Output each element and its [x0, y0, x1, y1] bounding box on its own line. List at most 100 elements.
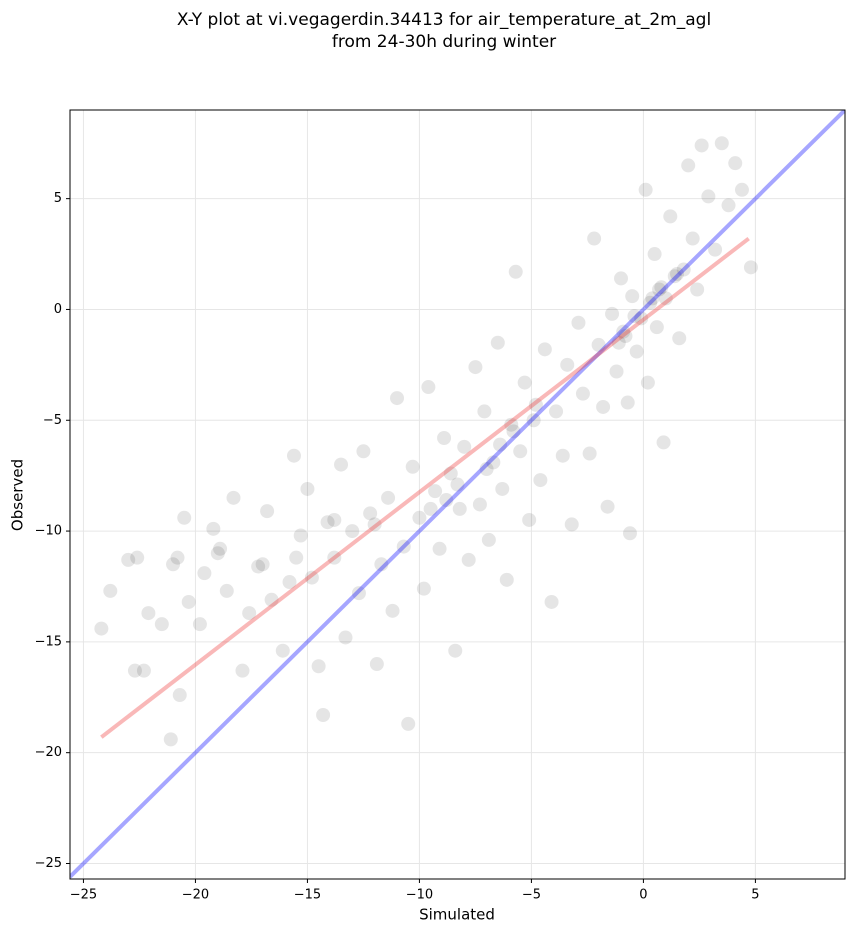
point	[537, 342, 552, 357]
point	[638, 182, 653, 197]
point	[575, 386, 590, 401]
point	[242, 606, 257, 621]
y-tick-label: −15	[35, 634, 62, 649]
point	[345, 524, 360, 539]
point	[734, 182, 749, 197]
point	[560, 357, 575, 372]
point	[622, 526, 637, 541]
point	[743, 260, 758, 275]
point	[681, 158, 696, 173]
point	[656, 435, 671, 450]
point	[611, 335, 626, 350]
point	[369, 657, 384, 672]
point	[728, 156, 743, 171]
point	[663, 209, 678, 224]
point	[219, 583, 234, 598]
point	[643, 295, 658, 310]
fit-line	[100, 236, 750, 739]
point	[251, 559, 266, 574]
point	[136, 663, 151, 678]
point	[605, 306, 620, 321]
point	[396, 539, 411, 554]
point	[513, 444, 528, 459]
point	[304, 570, 319, 585]
point	[275, 643, 290, 658]
point	[627, 309, 642, 324]
point	[564, 517, 579, 532]
point	[701, 189, 716, 204]
x-tick-label: −15	[294, 888, 321, 903]
point	[616, 324, 631, 339]
point	[533, 473, 548, 488]
point	[448, 643, 463, 658]
x-tick-label: −20	[182, 888, 209, 903]
point	[452, 501, 467, 516]
point	[690, 282, 705, 297]
point	[468, 360, 483, 375]
point	[351, 586, 366, 601]
point	[94, 621, 109, 636]
point	[549, 404, 564, 419]
point	[544, 594, 559, 609]
point	[528, 397, 543, 412]
point	[676, 262, 691, 277]
point	[625, 289, 640, 304]
point	[614, 271, 629, 286]
point	[192, 617, 207, 632]
point	[481, 532, 496, 547]
point	[390, 391, 405, 406]
point	[264, 592, 279, 607]
point	[670, 266, 685, 281]
point	[177, 510, 192, 525]
point	[555, 448, 570, 463]
point	[629, 344, 644, 359]
x-tick-label: 5	[751, 888, 759, 903]
point	[381, 490, 396, 505]
point	[493, 437, 508, 452]
point	[172, 688, 187, 703]
point	[667, 269, 682, 284]
x-tick-label: −5	[522, 888, 541, 903]
point	[300, 481, 315, 496]
point	[504, 417, 519, 432]
x-tick-label: −25	[70, 888, 97, 903]
point	[289, 550, 304, 565]
point	[526, 413, 541, 428]
point	[327, 550, 342, 565]
point	[170, 550, 185, 565]
y-tick-label: −5	[43, 413, 62, 428]
point	[647, 247, 662, 262]
point	[517, 375, 532, 390]
point	[356, 444, 371, 459]
point	[477, 404, 492, 419]
point	[226, 490, 241, 505]
x-tick-label: −10	[406, 888, 433, 903]
point	[479, 462, 494, 477]
point	[721, 198, 736, 213]
point	[618, 329, 633, 344]
point	[320, 515, 335, 530]
point	[130, 550, 145, 565]
point	[416, 581, 431, 596]
y-tick-label: −20	[35, 745, 62, 760]
point	[163, 732, 178, 747]
point	[472, 497, 487, 512]
point	[486, 455, 501, 470]
point	[499, 572, 514, 587]
chart-title: from 24-30h during winter	[332, 32, 556, 52]
point	[443, 466, 458, 481]
point	[522, 512, 537, 527]
point	[255, 557, 270, 572]
point	[591, 337, 606, 352]
point	[260, 504, 275, 519]
point	[508, 264, 523, 279]
chart-title: X-Y plot at vi.vegagerdin.34413 for air_…	[177, 10, 711, 30]
point	[596, 399, 611, 414]
point	[141, 606, 156, 621]
point	[640, 375, 655, 390]
point	[121, 552, 136, 567]
point	[286, 448, 301, 463]
point	[282, 575, 297, 590]
point	[311, 659, 326, 674]
